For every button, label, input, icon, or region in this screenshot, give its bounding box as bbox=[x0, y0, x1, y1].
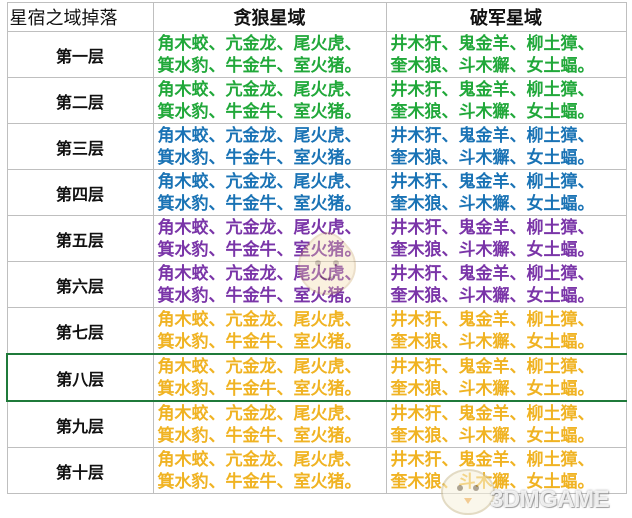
star-list-line: 箕水豹、牛金牛、室火猪。 bbox=[157, 471, 362, 492]
floor-cell[interactable]: 第四层 bbox=[6, 169, 154, 216]
header-row: 星宿之域掉落 贪狼星域 破军星域 bbox=[6, 2, 627, 32]
header-cell-tanlang[interactable]: 贪狼星域 bbox=[152, 2, 387, 32]
floor-cell[interactable]: 第九层 bbox=[6, 400, 154, 448]
pojun-stars-cell[interactable]: 井木犴、鬼金羊、柳土獐、 奎木狼、斗木獬、女土蝠。 bbox=[385, 307, 627, 355]
star-list-line: 井木犴、鬼金羊、柳土獐、 bbox=[390, 217, 595, 238]
tanlang-stars-cell[interactable]: 角木蛟、亢金龙、尾火虎、 箕水豹、牛金牛、室火猪。 bbox=[152, 261, 387, 308]
table-row: 第一层 角木蛟、亢金龙、尾火虎、 箕水豹、牛金牛、室火猪。 井木犴、鬼金羊、柳土獐、奎… bbox=[6, 31, 627, 78]
star-list-line: 箕水豹、牛金牛、室火猪。 bbox=[157, 101, 362, 122]
table-row: 第四层 角木蛟、亢金龙、尾火虎、 箕水豹、牛金牛、室火猪。 井木犴、鬼金羊、柳土獐、奎… bbox=[6, 169, 627, 216]
star-list-line: 奎木狼、斗木獬、女土蝠。 bbox=[390, 55, 595, 76]
star-list-line: 奎木狼、斗木獬、女土蝠。 bbox=[390, 331, 595, 352]
table-row: 第五层 角木蛟、亢金龙、尾火虎、 箕水豹、牛金牛、室火猪。 井木犴、鬼金羊、柳土獐、奎… bbox=[6, 215, 627, 262]
star-list-line: 奎木狼、斗木獬、女土蝠。 bbox=[390, 147, 595, 168]
star-list-line: 箕水豹、牛金牛、室火猪。 bbox=[157, 239, 362, 260]
star-list-line: 井木犴、鬼金羊、柳土獐、 bbox=[390, 403, 595, 424]
star-list-line: 箕水豹、牛金牛、室火猪。 bbox=[157, 378, 362, 399]
star-list-line: 井木犴、鬼金羊、柳土獐、 bbox=[390, 263, 595, 284]
star-list-line: 角木蛟、亢金龙、尾火虎、 bbox=[157, 79, 362, 100]
star-list-line: 角木蛟、亢金龙、尾火虎、 bbox=[157, 217, 362, 238]
star-list-line: 奎木狼、斗木獬、女土蝠。 bbox=[390, 471, 595, 492]
star-list-line: 奎木狼、斗木獬、女土蝠。 bbox=[390, 285, 595, 306]
star-list-line: 箕水豹、牛金牛、室火猪。 bbox=[157, 331, 362, 352]
floor-cell[interactable]: 第十层 bbox=[6, 447, 154, 494]
mascot-watermark-icon bbox=[298, 232, 356, 295]
star-list-line: 角木蛟、亢金龙、尾火虎、 bbox=[157, 125, 362, 146]
pojun-stars-cell[interactable]: 井木犴、鬼金羊、柳土獐、 奎木狼、斗木獬、女土蝠。 bbox=[385, 447, 627, 494]
table-row: 第七层 角木蛟、亢金龙、尾火虎、 箕水豹、牛金牛、室火猪。 井木犴、鬼金羊、柳土獐、奎… bbox=[6, 307, 627, 355]
star-list-line: 井木犴、鬼金羊、柳土獐、 bbox=[390, 171, 595, 192]
site-watermark: 3DMGAME bbox=[490, 486, 610, 513]
tanlang-stars-cell[interactable]: 角木蛟、亢金龙、尾火虎、 箕水豹、牛金牛、室火猪。 bbox=[152, 123, 387, 170]
star-list-line: 角木蛟、亢金龙、尾火虎、 bbox=[157, 33, 362, 54]
table-row: 第二层 角木蛟、亢金龙、尾火虎、 箕水豹、牛金牛、室火猪。 井木犴、鬼金羊、柳土獐、奎… bbox=[6, 77, 627, 124]
pojun-stars-cell[interactable]: 井木犴、鬼金羊、柳土獐、 奎木狼、斗木獬、女土蝠。 bbox=[385, 169, 627, 216]
star-list-line: 角木蛟、亢金龙、尾火虎、 bbox=[157, 403, 362, 424]
star-list-line: 箕水豹、牛金牛、室火猪。 bbox=[157, 147, 362, 168]
floor-cell[interactable]: 第五层 bbox=[6, 215, 154, 262]
table-row: 第六层 角木蛟、亢金龙、尾火虎、 箕水豹、牛金牛、室火猪。 井木犴、鬼金羊、柳土獐、奎… bbox=[6, 261, 627, 308]
table-row: 第十层 角木蛟、亢金龙、尾火虎、 箕水豹、牛金牛、室火猪。 井木犴、鬼金羊、柳土獐、奎… bbox=[6, 447, 627, 494]
table-body: 第一层 角木蛟、亢金龙、尾火虎、 箕水豹、牛金牛、室火猪。 井木犴、鬼金羊、柳土獐、奎… bbox=[6, 31, 627, 494]
floor-cell[interactable]: 第一层 bbox=[6, 31, 154, 78]
star-list-line: 箕水豹、牛金牛、室火猪。 bbox=[157, 55, 362, 76]
table-row: 第三层 角木蛟、亢金龙、尾火虎、 箕水豹、牛金牛、室火猪。 井木犴、鬼金羊、柳土獐、奎… bbox=[6, 123, 627, 170]
star-list-line: 井木犴、鬼金羊、柳土獐、 bbox=[390, 356, 595, 377]
drop-table: 星宿之域掉落 贪狼星域 破军星域 第一层 角木蛟、亢金龙、尾火虎、 箕水豹、牛金牛、… bbox=[6, 2, 627, 494]
star-list-line: 奎木狼、斗木獬、女土蝠。 bbox=[390, 425, 595, 446]
pojun-stars-cell[interactable]: 井木犴、鬼金羊、柳土獐、 奎木狼、斗木獬、女土蝠。 bbox=[385, 400, 627, 448]
star-list-line: 角木蛟、亢金龙、尾火虎、 bbox=[157, 449, 362, 470]
header-cell-drop[interactable]: 星宿之域掉落 bbox=[6, 2, 154, 32]
star-list-line: 箕水豹、牛金牛、室火猪。 bbox=[157, 193, 362, 214]
pojun-stars-cell[interactable]: 井木犴、鬼金羊、柳土獐、 奎木狼、斗木獬、女土蝠。 bbox=[385, 123, 627, 170]
tanlang-stars-cell[interactable]: 角木蛟、亢金龙、尾火虎、 箕水豹、牛金牛、室火猪。 bbox=[152, 77, 387, 124]
floor-cell[interactable]: 第二层 bbox=[6, 77, 154, 124]
tanlang-stars-cell[interactable]: 角木蛟、亢金龙、尾火虎、 箕水豹、牛金牛、室火猪。 bbox=[152, 447, 387, 494]
pojun-stars-cell[interactable]: 井木犴、鬼金羊、柳土獐、 奎木狼、斗木獬、女土蝠。 bbox=[385, 353, 627, 402]
floor-cell[interactable]: 第六层 bbox=[6, 261, 154, 308]
star-list-line: 角木蛟、亢金龙、尾火虎、 bbox=[157, 263, 362, 284]
star-list-line: 箕水豹、牛金牛、室火猪。 bbox=[157, 285, 362, 306]
pojun-stars-cell[interactable]: 井木犴、鬼金羊、柳土獐、 奎木狼、斗木獬、女土蝠。 bbox=[385, 31, 627, 78]
tanlang-stars-cell[interactable]: 角木蛟、亢金龙、尾火虎、 箕水豹、牛金牛、室火猪。 bbox=[152, 31, 387, 78]
star-list-line: 奎木狼、斗木獬、女土蝠。 bbox=[390, 378, 595, 399]
tanlang-stars-cell[interactable]: 角木蛟、亢金龙、尾火虎、 箕水豹、牛金牛、室火猪。 bbox=[152, 307, 387, 355]
tanlang-stars-cell[interactable]: 角木蛟、亢金龙、尾火虎、 箕水豹、牛金牛、室火猪。 bbox=[152, 353, 387, 402]
chick-mascot-icon bbox=[441, 469, 495, 515]
star-list-line: 箕水豹、牛金牛、室火猪。 bbox=[157, 425, 362, 446]
star-list-line: 奎木狼、斗木獬、女土蝠。 bbox=[390, 193, 595, 214]
tanlang-stars-cell[interactable]: 角木蛟、亢金龙、尾火虎、 箕水豹、牛金牛、室火猪。 bbox=[152, 400, 387, 448]
star-list-line: 角木蛟、亢金龙、尾火虎、 bbox=[157, 309, 362, 330]
table-row: 第九层 角木蛟、亢金龙、尾火虎、 箕水豹、牛金牛、室火猪。 井木犴、鬼金羊、柳土獐、奎… bbox=[6, 400, 627, 448]
table-row: 第八层 角木蛟、亢金龙、尾火虎、 箕水豹、牛金牛、室火猪。 井木犴、鬼金羊、柳土獐、奎… bbox=[6, 353, 627, 402]
floor-cell[interactable]: 第三层 bbox=[6, 123, 154, 170]
star-list-line: 角木蛟、亢金龙、尾火虎、 bbox=[157, 356, 362, 377]
floor-cell[interactable]: 第七层 bbox=[6, 307, 154, 355]
pojun-stars-cell[interactable]: 井木犴、鬼金羊、柳土獐、 奎木狼、斗木獬、女土蝠。 bbox=[385, 215, 627, 262]
pojun-stars-cell[interactable]: 井木犴、鬼金羊、柳土獐、 奎木狼、斗木獬、女土蝠。 bbox=[385, 77, 627, 124]
star-list-line: 井木犴、鬼金羊、柳土獐、 bbox=[390, 449, 595, 470]
star-list-line: 井木犴、鬼金羊、柳土獐、 bbox=[390, 309, 595, 330]
star-list-line: 井木犴、鬼金羊、柳土獐、 bbox=[390, 33, 595, 54]
star-list-line: 奎木狼、斗木獬、女土蝠。 bbox=[390, 101, 595, 122]
star-list-line: 奎木狼、斗木獬、女土蝠。 bbox=[390, 239, 595, 260]
tanlang-stars-cell[interactable]: 角木蛟、亢金龙、尾火虎、 箕水豹、牛金牛、室火猪。 bbox=[152, 169, 387, 216]
star-list-line: 井木犴、鬼金羊、柳土獐、 bbox=[390, 125, 595, 146]
star-list-line: 井木犴、鬼金羊、柳土獐、 bbox=[390, 79, 595, 100]
star-list-line: 角木蛟、亢金龙、尾火虎、 bbox=[157, 171, 362, 192]
floor-cell[interactable]: 第八层 bbox=[6, 353, 154, 402]
tanlang-stars-cell[interactable]: 角木蛟、亢金龙、尾火虎、 箕水豹、牛金牛、室火猪。 bbox=[152, 215, 387, 262]
header-cell-pojun[interactable]: 破军星域 bbox=[385, 2, 627, 32]
pojun-stars-cell[interactable]: 井木犴、鬼金羊、柳土獐、 奎木狼、斗木獬、女土蝠。 bbox=[385, 261, 627, 308]
